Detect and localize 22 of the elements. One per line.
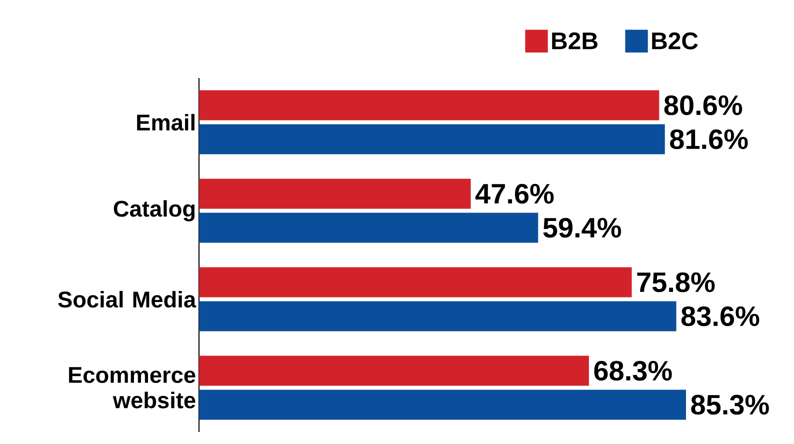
data-label: 59.4% — [543, 218, 622, 238]
data-label: 47.6% — [475, 184, 554, 204]
data-label: 81.6% — [670, 129, 748, 150]
data-label: 80.6% — [664, 95, 742, 116]
legend-label: B2B — [552, 32, 598, 50]
data-label: 85.3% — [691, 394, 769, 415]
y-tick-label: Social Media — [58, 290, 196, 308]
bar — [199, 124, 665, 154]
data-label: 68.3% — [594, 360, 672, 381]
bar — [199, 90, 660, 120]
bar — [199, 178, 471, 209]
data-label: 83.6% — [681, 306, 760, 326]
bar — [199, 356, 589, 386]
y-tick-label: Ecommerce website — [69, 367, 196, 408]
legend-label: B2C — [652, 32, 698, 50]
bar — [199, 212, 538, 243]
y-tick-label: Catalog — [114, 200, 195, 222]
bar — [199, 301, 676, 332]
y-tick-label: Email — [137, 114, 194, 131]
bar — [199, 390, 686, 420]
data-label: 75.8% — [637, 272, 715, 292]
bar — [199, 267, 632, 298]
